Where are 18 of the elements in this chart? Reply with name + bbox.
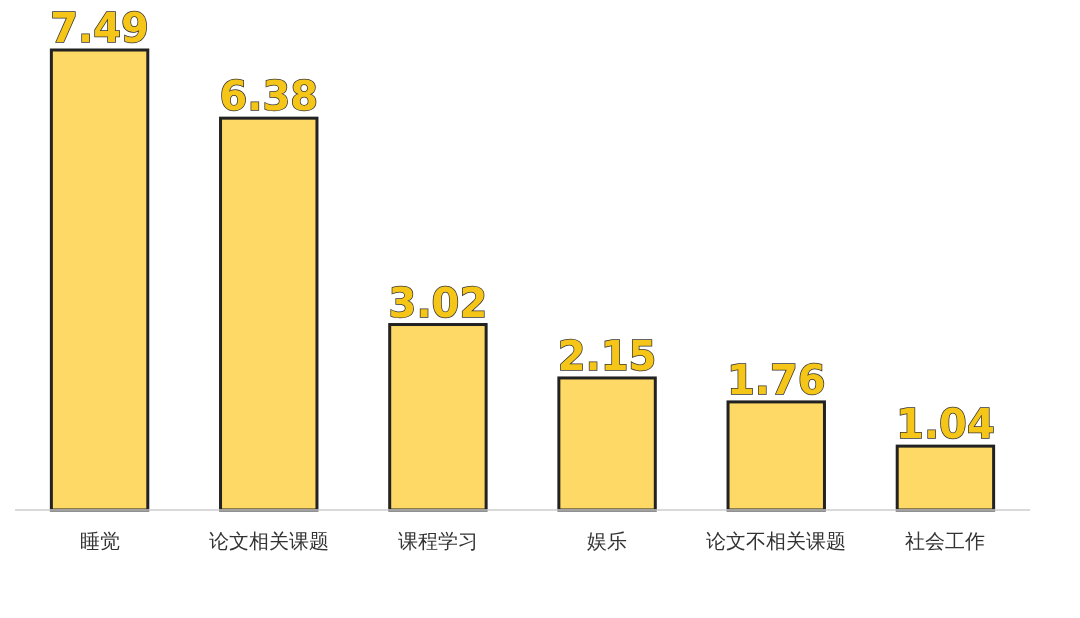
- x-tick-label: 睡觉: [79, 529, 120, 553]
- data-label: 7.49: [50, 5, 149, 51]
- x-tick-label: 论文相关课题: [208, 529, 329, 553]
- data-label: 1.04: [896, 401, 995, 448]
- data-label: 2.15: [557, 332, 657, 379]
- bar: [49, 48, 150, 512]
- x-tick-label: 论文不相关课题: [706, 529, 847, 553]
- x-tick-label: 社会工作: [905, 529, 986, 553]
- x-tick-label: 课程学习: [397, 529, 478, 553]
- bar: [726, 400, 826, 512]
- x-tick-label: 娱乐: [587, 529, 628, 553]
- data-label: 6.38: [219, 73, 319, 120]
- data-label: 1.76: [726, 356, 826, 403]
- bar: [219, 116, 319, 512]
- bar: [895, 444, 996, 512]
- data-label: 3.02: [388, 279, 488, 326]
- bar: [557, 376, 657, 512]
- bar: [388, 323, 488, 512]
